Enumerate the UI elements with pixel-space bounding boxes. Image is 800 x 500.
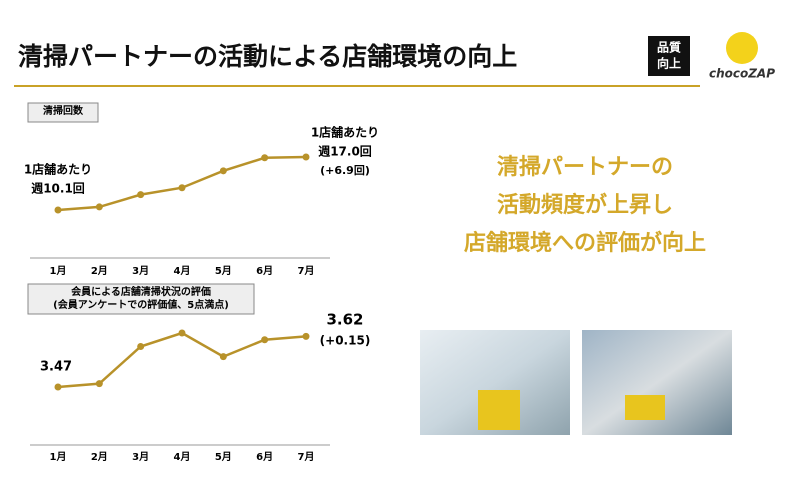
x-tick-label: 6月 [256, 451, 273, 463]
data-point [178, 329, 186, 337]
logo-icon [726, 32, 758, 64]
x-tick-label: 1月 [50, 265, 67, 277]
photo-detail [625, 395, 665, 420]
chart-title: 清掃回数 [43, 104, 84, 117]
slide-title: 清掃パートナーの活動による店舗環境の向上 [18, 42, 517, 71]
photo-detail [478, 390, 520, 430]
annotation: 1店舗あたり [311, 125, 379, 140]
data-point [261, 336, 269, 344]
x-tick-label: 2月 [91, 451, 108, 463]
chart-title-box [27, 102, 99, 123]
badge-text: 品質 [657, 40, 681, 55]
data-point [261, 154, 269, 162]
annotation: (+6.9回) [320, 163, 370, 177]
x-tick-label: 4月 [174, 265, 191, 277]
data-point [95, 380, 103, 388]
data-point [219, 167, 227, 175]
data-point [137, 343, 145, 350]
annotation: 週10.1回 [31, 181, 85, 196]
annotation: 1店舗あたり [24, 162, 92, 177]
x-tick-label: 3月 [132, 265, 149, 277]
x-tick-label: 5月 [215, 451, 232, 463]
logo-text: chocoZAP [709, 67, 775, 81]
message: 店舗環境への評価が向上 [464, 230, 706, 256]
annotation: (+0.15) [320, 334, 371, 348]
x-tick-label: 4月 [174, 451, 191, 463]
data-point [95, 203, 103, 211]
x-tick-label: 7月 [298, 451, 315, 463]
data-label: 3.47 [40, 360, 72, 375]
x-tick-label: 1月 [50, 451, 67, 463]
series-line [57, 331, 307, 389]
data-point [54, 206, 62, 214]
x-tick-label: 7月 [298, 265, 315, 277]
data-point [178, 184, 186, 192]
data-point [137, 191, 145, 199]
data-label: 3.62 [326, 311, 363, 329]
data-point [302, 332, 310, 340]
series-line [57, 155, 307, 212]
x-tick-label: 6月 [256, 265, 273, 277]
chart-title: 会員による店舗清掃状況の評価 [71, 285, 211, 298]
chart-title: (会員アンケートでの評価値、5点満点) [53, 298, 229, 311]
message: 活動頻度が上昇し [497, 192, 673, 218]
badge-text: 向上 [657, 56, 681, 71]
x-tick-label: 2月 [91, 265, 108, 277]
x-tick-label: 5月 [215, 265, 232, 277]
badge-box [648, 36, 690, 76]
x-tick-label: 3月 [132, 451, 149, 463]
chart-title-box [27, 283, 255, 315]
data-point [54, 383, 62, 391]
data-point [219, 353, 227, 361]
data-point [302, 153, 310, 161]
message: 清掃パートナーの [497, 154, 673, 180]
annotation: 週17.0回 [318, 144, 372, 159]
